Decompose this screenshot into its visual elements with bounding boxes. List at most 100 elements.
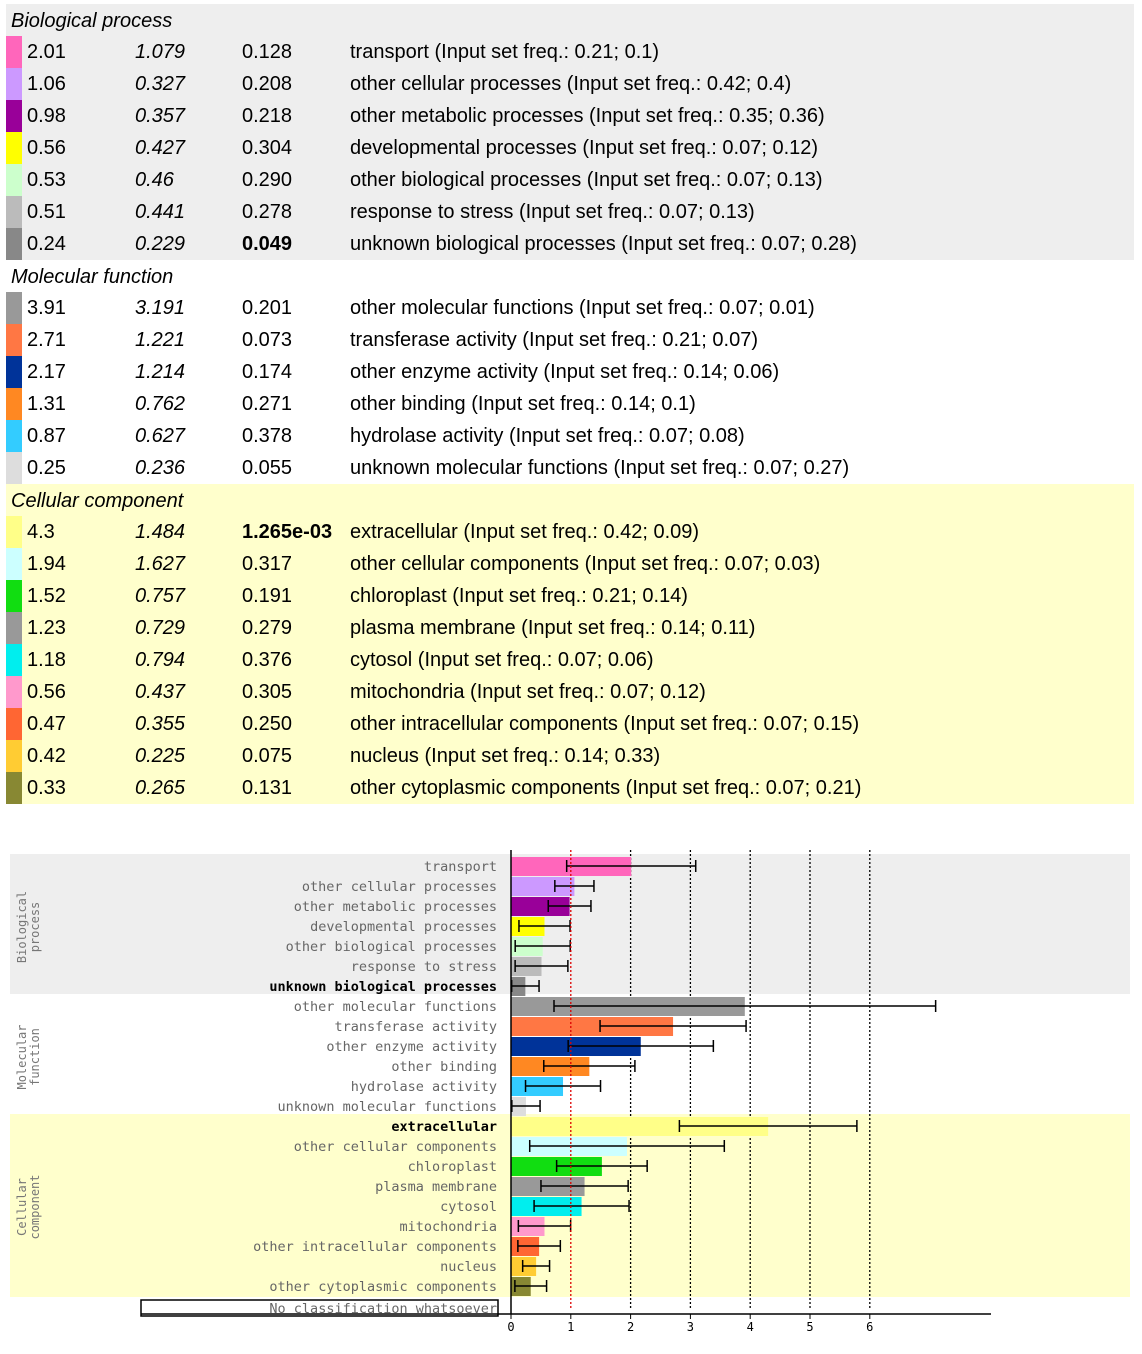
category-label: other cytoplasmic components (269, 1279, 497, 1295)
bar (511, 897, 570, 916)
section-title: Molecular function (11, 266, 174, 288)
table-row: 0.33 0.265 0.131 other cytoplasmic componen… (6, 772, 1134, 804)
color-swatch (6, 612, 22, 644)
section-axis-title: function (28, 1028, 42, 1086)
p-value: 0.073 (242, 329, 293, 351)
color-swatch (6, 580, 22, 612)
no-class-box (140, 1299, 499, 1317)
bar (511, 1017, 674, 1036)
category-description: other biological processes (Input set fr… (350, 169, 823, 191)
error-value: 0.794 (135, 649, 186, 671)
table-row: 4.3 1.484 1.265e-03 extracellular (Input se… (6, 516, 1134, 548)
p-value: 1.265e-03 (242, 521, 333, 543)
category-label: cytosol (440, 1199, 497, 1215)
p-value: 0.278 (242, 201, 293, 223)
category-description: other intracellular components (Input se… (350, 713, 860, 735)
category-description: hydrolase activity (Input set freq.: 0.0… (350, 425, 745, 447)
category-description: other enzyme activity (Input set freq.: … (350, 361, 780, 383)
error-value: 0.229 (135, 233, 186, 255)
section-axis-title: process (28, 902, 42, 953)
table-row: 0.47 0.355 0.250 other intracellular compon… (6, 708, 1134, 740)
ratio-value: 0.42 (27, 745, 66, 767)
ratio-value: 2.17 (27, 361, 66, 383)
error-value: 1.627 (135, 553, 186, 575)
category-description: extracellular (Input set freq.: 0.42; 0.… (350, 521, 700, 543)
ratio-value: 0.98 (27, 105, 66, 127)
no-class-label: No classification whatsoever (269, 1301, 497, 1317)
p-value: 0.075 (242, 745, 293, 767)
color-swatch (6, 68, 22, 100)
color-swatch (6, 228, 22, 260)
table-row: 0.53 0.46 0.290 other biological processes … (6, 164, 1134, 196)
error-value: 0.441 (135, 201, 186, 223)
category-description: transferase activity (Input set freq.: 0… (350, 329, 758, 351)
ratio-value: 0.33 (27, 777, 66, 799)
color-swatch (6, 676, 22, 708)
ratio-value: 1.23 (27, 617, 66, 639)
error-value: 1.221 (135, 329, 186, 351)
p-value: 0.174 (242, 361, 293, 383)
ratio-value: 1.94 (27, 553, 66, 575)
table-row: 1.52 0.757 0.191 chloroplast (Input set fre… (6, 580, 1134, 612)
p-value: 0.271 (242, 393, 293, 415)
error-value: 3.191 (135, 297, 186, 319)
x-tick-label: 2 (627, 1320, 634, 1334)
color-swatch (6, 548, 22, 580)
x-tick-label: 0 (507, 1320, 514, 1334)
ratio-value: 0.51 (27, 201, 66, 223)
color-swatch (6, 292, 22, 324)
ratio-value: 1.52 (27, 585, 66, 607)
category-label: other enzyme activity (326, 1039, 497, 1055)
ratio-value: 1.18 (27, 649, 66, 671)
category-label: other binding (391, 1059, 497, 1075)
category-description: unknown biological processes (Input set … (350, 233, 857, 255)
error-value: 0.757 (135, 585, 186, 607)
section-title: Biological process (11, 10, 173, 32)
p-value: 0.378 (242, 425, 293, 447)
table-row: 1.06 0.327 0.208 other cellular processes (… (6, 68, 1134, 100)
category-label: extracellular (391, 1119, 497, 1135)
table-row: 0.24 0.229 0.049 unknown biological process… (6, 228, 1134, 260)
error-value: 1.079 (135, 41, 186, 63)
p-value: 0.128 (242, 41, 293, 63)
color-swatch (6, 132, 22, 164)
ratio-value: 0.25 (27, 457, 66, 479)
table-row: 0.98 0.357 0.218 other metabolic processes … (6, 100, 1134, 132)
table-row: 0.42 0.225 0.075 nucleus (Input set freq.: … (6, 740, 1134, 772)
ratio-value: 1.06 (27, 73, 66, 95)
category-description: other molecular functions (Input set fre… (350, 297, 815, 319)
color-swatch (6, 196, 22, 228)
section-axis-title: component (28, 1174, 42, 1239)
x-tick-label: 3 (687, 1320, 694, 1334)
category-description: response to stress (Input set freq.: 0.0… (350, 201, 755, 223)
table-row: 1.23 0.729 0.279 plasma membrane (Input set… (6, 612, 1134, 644)
color-swatch (6, 708, 22, 740)
category-label: hydrolase activity (351, 1079, 497, 1095)
p-value: 0.218 (242, 105, 293, 127)
section-axis-title: Molecular (15, 1024, 29, 1089)
p-value: 0.191 (242, 585, 293, 607)
color-swatch (6, 516, 22, 548)
bar (511, 1117, 769, 1136)
ratio-value: 0.24 (27, 233, 66, 255)
category-label: other molecular functions (294, 999, 497, 1015)
table-row: 0.87 0.627 0.378 hydrolase activity (Input … (6, 420, 1134, 452)
table-row: 2.71 1.221 0.073 transferase activity (Inpu… (6, 324, 1134, 356)
table-row: 0.56 0.437 0.305 mitochondria (Input set fr… (6, 676, 1134, 708)
ratio-value: 3.91 (27, 297, 66, 319)
section-biological-process: Biological process 2.01 1.079 0.128 transpor… (6, 4, 1134, 260)
p-value: 0.305 (242, 681, 293, 703)
category-description: cytosol (Input set freq.: 0.07; 0.06) (350, 649, 654, 671)
error-value: 1.484 (135, 521, 186, 543)
p-value: 0.049 (242, 233, 293, 255)
category-description: plasma membrane (Input set freq.: 0.14; … (350, 617, 756, 639)
category-description: nucleus (Input set freq.: 0.14; 0.33) (350, 745, 661, 767)
p-value: 0.201 (242, 297, 293, 319)
category-label: other cellular components (294, 1139, 497, 1155)
category-label: other metabolic processes (294, 899, 497, 915)
error-value: 0.437 (135, 681, 186, 703)
category-label: other cellular processes (302, 879, 497, 895)
error-value: 0.355 (135, 713, 186, 735)
category-label: transferase activity (334, 1019, 497, 1035)
x-tick-label: 5 (806, 1320, 813, 1334)
